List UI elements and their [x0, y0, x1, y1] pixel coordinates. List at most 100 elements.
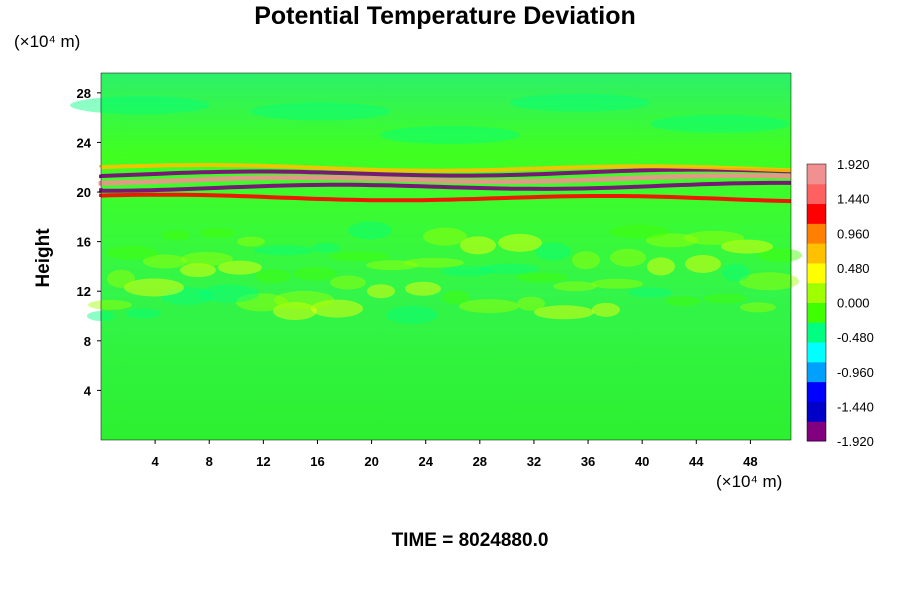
field-patch [703, 293, 747, 304]
colorbar: 1.920 1.440 0.960 0.480 0.000 -0.480 -0.960 -1.… [806, 157, 874, 449]
y-tick-label: 12 [77, 284, 91, 299]
field-patch [366, 260, 418, 271]
x-tick-label: 48 [743, 454, 757, 469]
x-tick-label: 28 [473, 454, 487, 469]
colorbar-label: 0.960 [837, 226, 870, 241]
field-band [99, 180, 791, 193]
field-patch [330, 275, 366, 290]
field-patch [647, 257, 675, 276]
x-axis-ticks: 4 8 12 16 20 24 28 32 36 40 44 48 [152, 440, 758, 469]
x-axis-unit: (×10⁴ m) [716, 472, 783, 491]
heatmap-field [101, 73, 791, 440]
field-patch [684, 230, 744, 245]
field-patch [628, 287, 672, 298]
y-axis-unit: (×10⁴ m) [14, 32, 81, 51]
field-patch [553, 281, 597, 292]
colorbar-swatch [807, 243, 826, 264]
field-patch [143, 254, 187, 269]
field-patch [405, 281, 441, 296]
colorbar-label: 1.440 [837, 192, 870, 207]
field-patch [510, 93, 650, 112]
field-patch [516, 272, 568, 283]
field-patch [107, 269, 135, 288]
field-patch [740, 302, 776, 313]
y-tick-label: 20 [77, 185, 91, 200]
field-patch [218, 260, 262, 275]
x-tick-label: 12 [256, 454, 270, 469]
field-band [99, 163, 792, 173]
colorbar-label: 1.920 [837, 157, 870, 172]
field-patch [311, 299, 363, 318]
colorbar-label: -0.480 [837, 330, 874, 345]
field-patch [610, 248, 646, 267]
field-patch [124, 278, 184, 297]
colorbar-swatch [807, 203, 826, 224]
colorbar-swatch [807, 342, 826, 363]
field-patch [572, 251, 600, 270]
x-tick-label: 44 [689, 454, 704, 469]
colorbar-swatch [807, 262, 826, 284]
colorbar-swatch [807, 322, 826, 343]
field-patch [423, 227, 467, 246]
field-patch [70, 96, 210, 115]
colorbar-label: 0.480 [837, 261, 870, 276]
y-tick-label: 24 [77, 135, 92, 150]
colorbar-swatch [807, 361, 826, 383]
y-tick-label: 28 [77, 86, 91, 101]
x-tick-label: 36 [581, 454, 595, 469]
field-patch [479, 263, 539, 274]
field-patch [722, 263, 750, 282]
field-patch [199, 284, 259, 303]
y-axis-ticks: 4 8 12 16 20 24 28 [77, 86, 101, 398]
colorbar-swatch [807, 183, 826, 205]
x-tick-label: 40 [635, 454, 649, 469]
field-patch [442, 290, 470, 305]
field-patch [460, 236, 496, 255]
x-tick-label: 16 [310, 454, 324, 469]
field-patch [161, 287, 213, 306]
field-patch [312, 242, 340, 253]
field-patch [459, 299, 519, 314]
field-patch [739, 272, 799, 291]
field-patch [404, 257, 464, 268]
colorbar-swatch [807, 302, 826, 323]
field-patch [685, 254, 721, 273]
field-patch [380, 125, 520, 144]
field-patch [441, 266, 493, 277]
plot-border [100, 72, 792, 441]
field-patch [348, 221, 392, 240]
time-label: TIME = 8024880.0 [391, 530, 549, 551]
x-tick-label: 8 [206, 454, 213, 469]
field-patch [721, 239, 773, 254]
colorbar-swatch [807, 223, 826, 244]
field-patch [646, 233, 698, 248]
field-patch [200, 227, 236, 238]
field-patch [591, 278, 643, 289]
field-patch [274, 290, 334, 309]
field-patch [162, 230, 190, 241]
field-band [98, 173, 792, 186]
x-tick-label: 4 [152, 454, 160, 469]
field-patch [329, 251, 389, 262]
colorbar-swatch [807, 282, 826, 303]
field-patch [254, 245, 314, 256]
x-tick-label: 24 [418, 454, 433, 469]
chart-title: Potential Temperature Deviation [254, 2, 636, 30]
field-patch [293, 266, 337, 281]
x-tick-label: 32 [527, 454, 541, 469]
y-tick-label: 4 [84, 383, 92, 398]
colorbar-label: 0.000 [837, 296, 870, 311]
field-patch [106, 245, 158, 260]
field-patch [534, 305, 594, 320]
colorbar-label: -1.920 [837, 434, 874, 449]
colorbar-border [806, 163, 827, 442]
field-patch [236, 293, 288, 312]
field-band [99, 192, 792, 204]
field-patch [517, 296, 545, 311]
colorbar-label: -1.440 [837, 399, 874, 414]
y-tick-label: 8 [84, 334, 91, 349]
field-patch [609, 224, 669, 239]
field-patch [237, 236, 265, 247]
colorbar-swatch [807, 164, 826, 185]
